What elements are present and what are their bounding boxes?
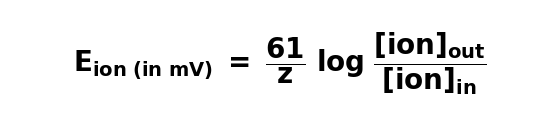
Text: $\mathbf{E}_{\mathbf{ion}\ \mathbf{(in\ mV)}}\ \mathbf{=}\ \dfrac{\mathbf{61}}{\: $\mathbf{E}_{\mathbf{ion}\ \mathbf{(in\ …	[73, 30, 487, 97]
